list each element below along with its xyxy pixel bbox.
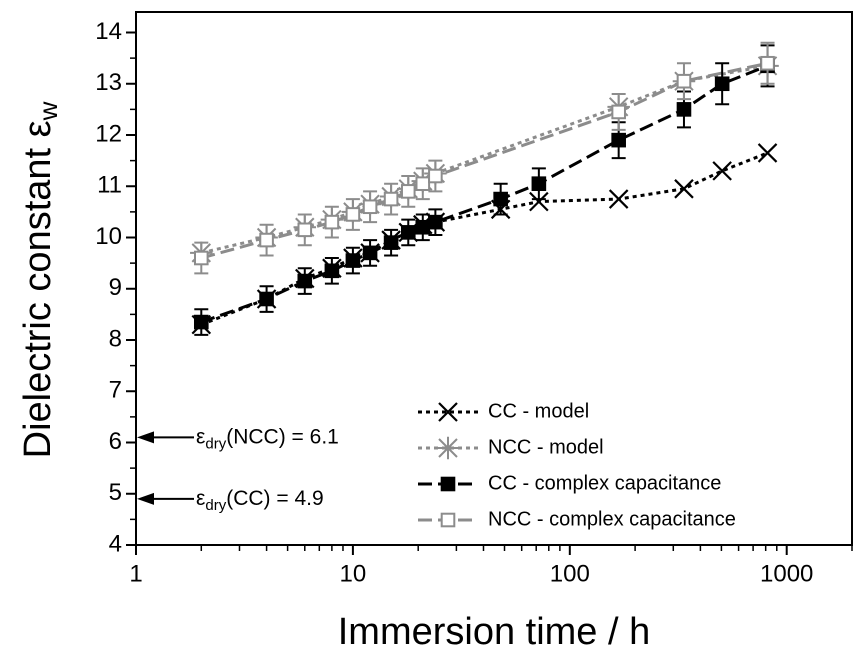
marker-square bbox=[415, 219, 431, 235]
marker-square bbox=[714, 76, 730, 92]
y-tick-label: 14 bbox=[95, 18, 122, 45]
y-tick-label: 4 bbox=[109, 530, 122, 557]
annotation-text: (NCC) = 6.1 bbox=[226, 425, 339, 448]
y-tick-label: 7 bbox=[109, 377, 122, 404]
marker-x bbox=[757, 143, 778, 163]
marker-square bbox=[383, 235, 399, 250]
annotation-sub: dry bbox=[205, 497, 226, 514]
y-tick-label: 9 bbox=[109, 274, 122, 301]
y-tick-label: 8 bbox=[109, 325, 122, 352]
marker-stroke bbox=[438, 402, 458, 422]
x-tick-label: 10 bbox=[340, 560, 367, 587]
x-tick-label: 1 bbox=[129, 560, 142, 587]
marker-square bbox=[324, 263, 340, 279]
marker-open-square bbox=[259, 232, 274, 248]
marker-square bbox=[531, 176, 547, 191]
plot-frame bbox=[135, 11, 853, 546]
annotation-sub: dry bbox=[205, 435, 226, 452]
marker-square bbox=[193, 314, 209, 330]
marker-square bbox=[345, 253, 361, 268]
annotation: εdry(CC) = 4.9 bbox=[196, 486, 324, 513]
marker-stroke bbox=[608, 189, 629, 209]
marker-open-square bbox=[324, 214, 340, 230]
annotation-symbol: ε bbox=[196, 486, 205, 509]
annotation-symbol: ε bbox=[196, 425, 205, 448]
marker-x bbox=[712, 161, 732, 181]
marker-square bbox=[362, 245, 378, 261]
marker-square bbox=[493, 191, 508, 207]
marker-open-square bbox=[676, 73, 692, 89]
marker-open-square bbox=[415, 176, 431, 191]
marker-square bbox=[440, 476, 456, 492]
y-tick-label: 10 bbox=[95, 223, 122, 250]
marker-open-square bbox=[362, 199, 378, 215]
y-label-text: Dielectric constant ε bbox=[17, 120, 59, 458]
legend-label: NCC - model bbox=[488, 436, 604, 458]
marker-stroke bbox=[674, 179, 694, 199]
marker-square bbox=[297, 273, 313, 289]
marker-stroke bbox=[712, 161, 732, 181]
legend: CC - model NCC - model CC - complex capaci… bbox=[418, 400, 736, 530]
marker-open-square bbox=[345, 207, 361, 222]
x-axis-label: Immersion time / h bbox=[338, 611, 651, 653]
marker-open-square bbox=[297, 222, 313, 238]
marker-open-square bbox=[611, 104, 626, 120]
series-line bbox=[200, 151, 769, 327]
marker-stroke bbox=[757, 143, 778, 163]
marker-square bbox=[611, 132, 626, 148]
y-tick-label: 12 bbox=[95, 120, 122, 147]
marker-square bbox=[259, 291, 274, 307]
series-line bbox=[200, 61, 768, 260]
annotation-text: (CC) = 4.9 bbox=[226, 486, 323, 509]
y-tick-label: 11 bbox=[97, 172, 122, 199]
annotation-arrowhead bbox=[137, 492, 154, 505]
y-tick-label: 13 bbox=[95, 69, 122, 96]
x-tick-label: 1000 bbox=[760, 560, 813, 587]
marker-x bbox=[608, 189, 629, 209]
x-tick-label: 100 bbox=[550, 560, 590, 587]
marker-square bbox=[676, 102, 692, 117]
legend-label: CC - model bbox=[488, 400, 589, 422]
y-tick-label: 5 bbox=[109, 479, 122, 506]
marker-open-square bbox=[428, 168, 443, 184]
y-label-sub: w bbox=[33, 101, 63, 121]
marker-square bbox=[428, 214, 443, 230]
legend-label: NCC - complex capacitance bbox=[488, 508, 736, 530]
y-tick-label: 6 bbox=[109, 428, 122, 455]
annotation: εdry(NCC) = 6.1 bbox=[196, 425, 339, 452]
marker-x bbox=[674, 179, 694, 199]
legend-label: CC - complex capacitance bbox=[488, 472, 721, 494]
marker-stroke bbox=[436, 436, 460, 460]
marker-x bbox=[529, 191, 549, 212]
marker-stroke bbox=[529, 191, 549, 212]
marker-open-square bbox=[400, 184, 416, 199]
marker-open-square bbox=[440, 512, 456, 528]
marker-x bbox=[438, 402, 458, 422]
y-axis-label: Dielectric constant εw bbox=[17, 101, 63, 458]
marker-square bbox=[400, 225, 416, 240]
marker-open-square bbox=[760, 55, 775, 71]
marker-open-square bbox=[383, 191, 399, 207]
annotation-arrowhead bbox=[137, 431, 154, 444]
marker-open-square bbox=[193, 250, 209, 266]
marker-asterisk bbox=[436, 436, 460, 460]
